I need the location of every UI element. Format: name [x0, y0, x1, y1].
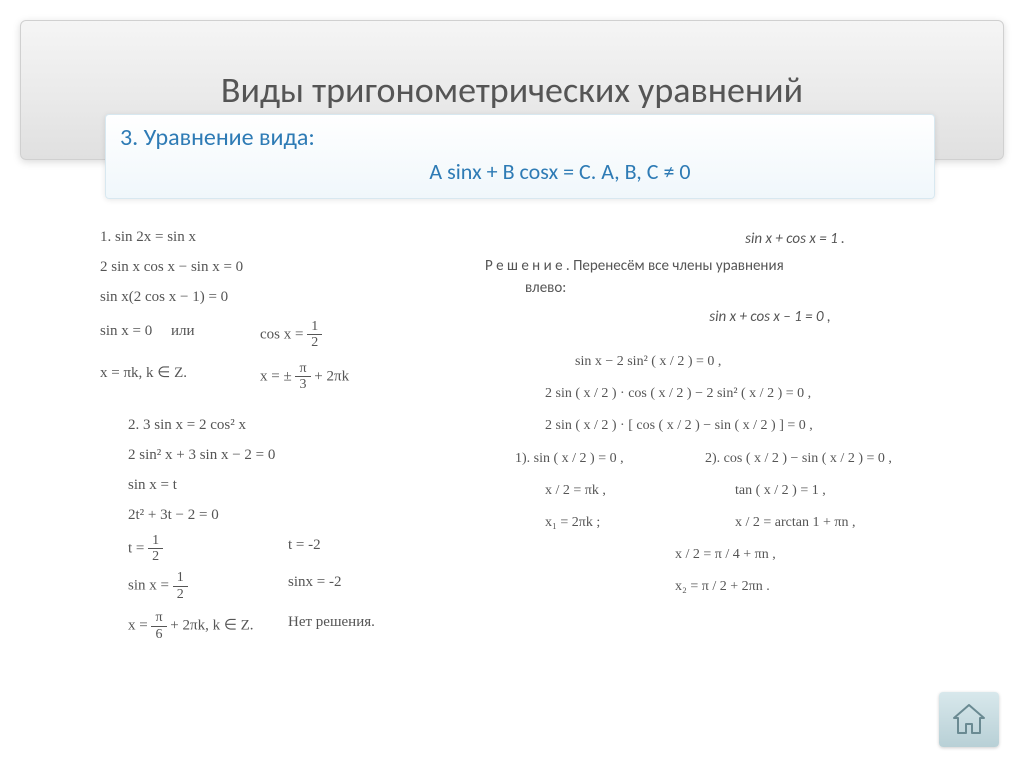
- eq-line: x = πk, k ∈ Z. x = ± π3 + 2πk: [100, 361, 420, 393]
- eq-line: 2. 3 sin x = 2 cos² x: [128, 413, 420, 437]
- eq-line: sin x = t: [128, 473, 420, 497]
- home-button[interactable]: [939, 692, 999, 747]
- eq-line: t = 12 t = -2: [128, 533, 420, 565]
- eq-line: x₂ = π / 2 + 2πn .: [575, 571, 985, 603]
- eq-line: x / 2 = π / 4 + πn ,: [575, 539, 985, 571]
- left-equations: 1. sin 2x = sin x 2 sin x cos x − sin x …: [100, 225, 420, 648]
- eq-line: sin x = 12 sinx = -2: [128, 570, 420, 602]
- eq-line: 2 sin x cos x − sin x = 0: [100, 255, 420, 279]
- eq-line: 2 sin ( x / 2 ) · [ cos ( x / 2 ) − sin …: [545, 410, 985, 442]
- home-icon: [950, 703, 988, 737]
- eq-line: 2 sin ( x / 2 ) · cos ( x / 2 ) − 2 sin²…: [545, 378, 985, 410]
- eq-line: x / 2 = πk , tan ( x / 2 ) = 1 ,: [545, 475, 985, 507]
- eq-line: sin x = 0 или cos x = 12: [100, 319, 420, 351]
- eq-line: 2t² + 3t − 2 = 0: [128, 503, 420, 527]
- eq-line: 1. sin 2x = sin x: [100, 225, 420, 249]
- intro-block: sin x + cos x = 1 . Р е ш е н и е . Пере…: [485, 228, 985, 328]
- left-block-2: 2. 3 sin x = 2 cos² x 2 sin² x + 3 sin x…: [128, 413, 420, 642]
- eq-line: x₁ = 2πk ; x / 2 = arctan 1 + πn ,: [545, 507, 985, 539]
- eq-line: sin x − 2 sin² ( x / 2 ) = 0 ,: [575, 346, 985, 378]
- subtitle-panel: 3. Уравнение вида: A sinx + B cosx = C. …: [105, 114, 935, 199]
- slide-title: Виды тригонометрических уравнений: [221, 68, 803, 112]
- right-equations: sin x + cos x = 1 . Р е ш е н и е . Пере…: [485, 228, 985, 604]
- eq-line: 2 sin² x + 3 sin x − 2 = 0: [128, 443, 420, 467]
- subtitle-line1: 3. Уравнение вида:: [120, 123, 920, 152]
- eq-line: x = π6 + 2πk, k ∈ Z. Нет решения.: [128, 610, 420, 642]
- eq-line: 1). sin ( x / 2 ) = 0 , 2). cos ( x / 2 …: [515, 443, 985, 475]
- eq-derivation: sin x − 2 sin² ( x / 2 ) = 0 , 2 sin ( x…: [485, 346, 985, 604]
- subtitle-line2: A sinx + B cosx = C. A, B, C ≠ 0: [120, 158, 920, 185]
- eq-line: sin x(2 cos x − 1) = 0: [100, 285, 420, 309]
